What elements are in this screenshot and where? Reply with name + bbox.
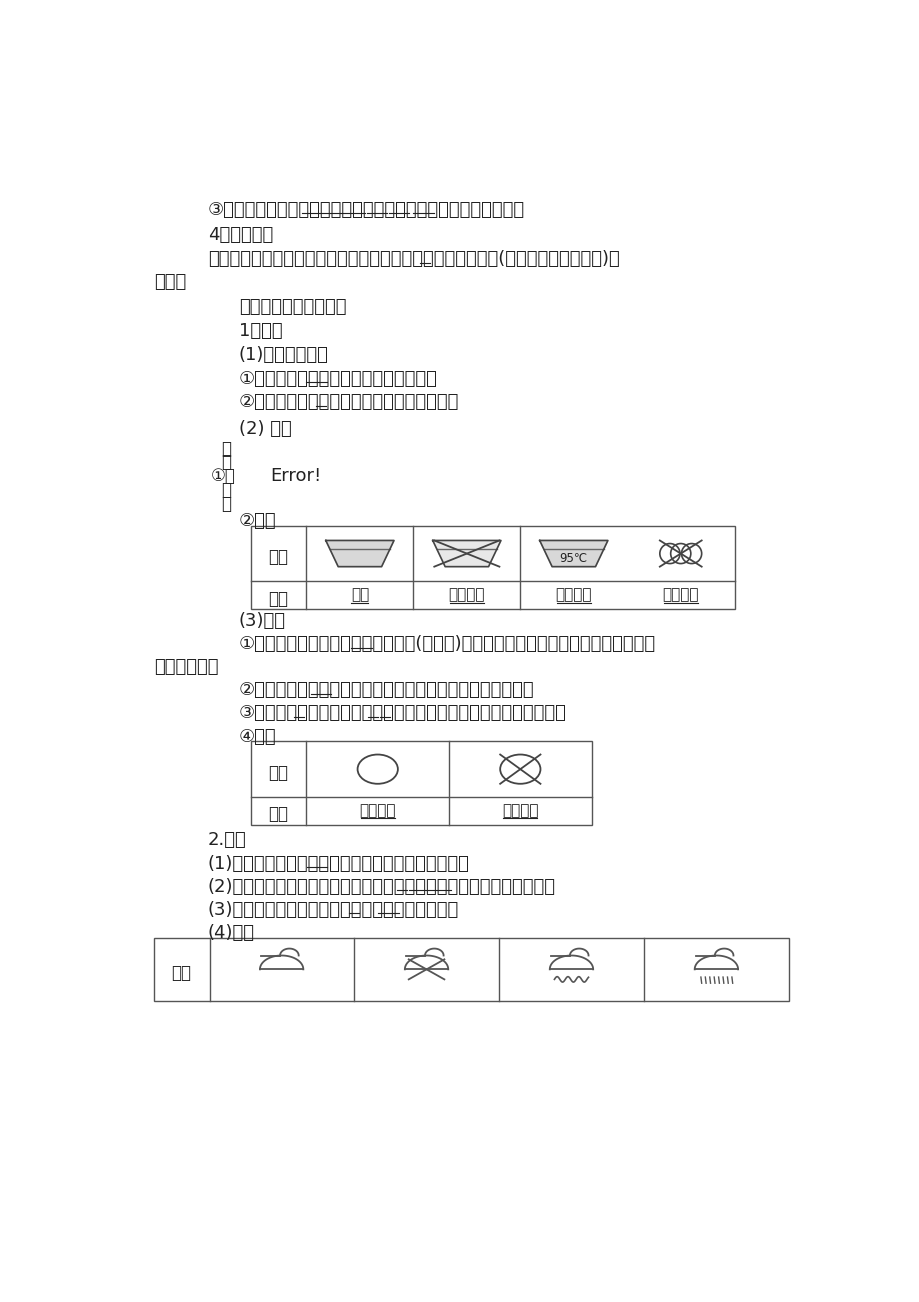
Text: 小: 小	[221, 495, 231, 513]
Text: 标志: 标志	[268, 548, 289, 566]
Text: Error!: Error!	[269, 467, 321, 486]
Text: ①的: ①的	[210, 467, 235, 486]
Text: 含义: 含义	[268, 590, 289, 608]
Text: (3)注意事项：温度不能太高；熨烫后要快速冷却。: (3)注意事项：温度不能太高；熨烫后要快速冷却。	[208, 901, 459, 919]
Polygon shape	[432, 540, 501, 566]
Text: ③优点：干洗剂蒸发快，经干洗的衣服不会变形、退色和失去光泽。: ③优点：干洗剂蒸发快，经干洗的衣服不会变形、退色和失去光泽。	[239, 704, 566, 723]
Text: ④标志: ④标志	[239, 728, 277, 746]
Text: 95℃: 95℃	[559, 552, 587, 565]
Text: (2) 水洗: (2) 水洗	[239, 419, 291, 437]
Text: 反应。: 反应。	[153, 273, 186, 292]
Text: 标志: 标志	[172, 963, 191, 982]
Text: (2)影响熨烫效果的因素：从主到次依次为温度、熨烫时间、定型介质。: (2)影响熨烫效果的因素：从主到次依次为温度、熨烫时间、定型介质。	[208, 878, 555, 896]
Text: ①定义：将要洗的衣物浸在有机溶剂(干洗剂)中，并在类似于家用洗衣机的设备内搅动: ①定义：将要洗的衣物浸在有机溶剂(干洗剂)中，并在类似于家用洗衣机的设备内搅动	[239, 635, 655, 654]
Polygon shape	[539, 540, 607, 566]
Text: 1．洗涤: 1．洗涤	[239, 322, 282, 340]
Text: 缩: 缩	[221, 482, 231, 499]
Text: 含义: 含义	[268, 806, 289, 823]
Text: ②标志: ②标志	[239, 512, 277, 530]
Text: (1)定义：利用材料的热塑性进行热定型处理的方法。: (1)定义：利用材料的热塑性进行热定型处理的方法。	[208, 854, 470, 872]
Text: (4)标志: (4)标志	[208, 924, 255, 941]
Text: (3)干洗: (3)干洗	[239, 612, 286, 630]
Text: 有机化合物分子之间相互反应生成高聚物，同时还生成小分子(如水分子、氨分子等)的: 有机化合物分子之间相互反应生成高聚物，同时还生成小分子(如水分子、氨分子等)的	[208, 250, 619, 268]
Text: 衣: 衣	[221, 440, 231, 457]
Text: 常规干洗: 常规干洗	[359, 803, 395, 818]
Text: ③合成纤维中的六大纶：锦纶、涤纶、氯纶、丙纶、维纶和腈纶。: ③合成纤维中的六大纶：锦纶、涤纶、氯纶、丙纶、维纶和腈纶。	[208, 201, 525, 219]
Text: (1)洗涤剂的选择: (1)洗涤剂的选择	[239, 345, 328, 363]
Text: 不可水洗: 不可水洗	[448, 587, 484, 603]
Bar	[153, 937, 789, 1001]
Text: 不可干洗: 不可干洗	[502, 803, 538, 818]
Bar	[250, 526, 734, 609]
Text: 标志: 标志	[268, 764, 289, 781]
Text: 最高水温: 最高水温	[555, 587, 592, 603]
Text: 不可拧干: 不可拧干	[662, 587, 698, 603]
Text: ②原理：根据相似相溶原理，用有机溶剂溶解除去有机污渍。: ②原理：根据相似相溶原理，用有机溶剂溶解除去有机污渍。	[239, 681, 534, 699]
Text: ①棉衣料适于用中性、碱性洗涤剂洗涤。: ①棉衣料适于用中性、碱性洗涤剂洗涤。	[239, 370, 437, 388]
Bar	[250, 741, 591, 824]
Text: 2.熨烫: 2.熨烫	[208, 831, 246, 849]
Text: 水洗: 水洗	[350, 587, 369, 603]
Polygon shape	[325, 540, 393, 566]
Text: 4．缩聚反应: 4．缩聚反应	[208, 225, 273, 243]
Text: 二、服装的洗涤、熨烫: 二、服装的洗涤、熨烫	[239, 298, 346, 316]
Text: 洗涤的方法。: 洗涤的方法。	[153, 659, 218, 676]
Text: 料: 料	[221, 453, 231, 471]
Text: ②丝、毛织物适于用中性的合成洗涤剂洗涤。: ②丝、毛织物适于用中性的合成洗涤剂洗涤。	[239, 393, 459, 411]
